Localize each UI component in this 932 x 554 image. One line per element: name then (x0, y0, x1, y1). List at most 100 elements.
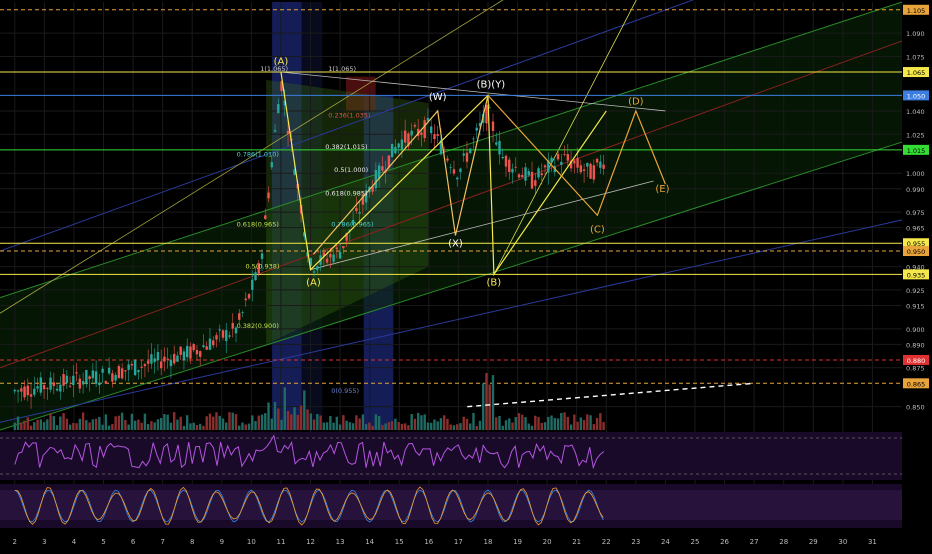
price-marker-tag (903, 238, 929, 249)
time-tick-label: 9 (220, 538, 224, 546)
price-tick-label: 0.940 (906, 264, 925, 272)
volume-bar (267, 402, 270, 430)
candle-body (46, 388, 49, 389)
volume-bar (303, 390, 306, 430)
volume-bar (449, 424, 452, 430)
time-tick-label: 2 (13, 538, 17, 546)
volume-bar (377, 416, 381, 430)
volume-bar (20, 422, 23, 430)
volume-bar (329, 416, 332, 430)
time-tick-label: 28 (779, 538, 788, 546)
fib-label: 1(1.065) (328, 65, 356, 73)
candle-body (228, 335, 231, 337)
candle-body (166, 358, 169, 360)
volume-bar (192, 422, 195, 430)
candle-body (179, 346, 182, 355)
candle-body (550, 157, 553, 163)
candle-body (104, 381, 108, 384)
volume-bar (579, 417, 583, 430)
candle-body (309, 258, 313, 266)
candle-body (293, 169, 296, 175)
time-tick-label: 21 (572, 538, 581, 546)
volume-bar (29, 425, 33, 430)
candle-body (137, 370, 140, 373)
candle-body (120, 368, 124, 379)
volume-bar (254, 421, 257, 430)
volume-bar (374, 414, 378, 430)
candle-body (361, 196, 365, 205)
volume-bar (556, 418, 560, 430)
time-tick-label: 22 (602, 538, 611, 546)
candle-body (446, 158, 449, 161)
time-tick-label: 4 (72, 538, 77, 546)
volume-bar (215, 412, 218, 430)
candle-body (215, 335, 218, 340)
time-tick-label: 6 (131, 538, 136, 546)
candle-body (114, 375, 117, 381)
candle-body (156, 352, 160, 361)
fib-label: 0(0.955) (331, 387, 359, 395)
volume-bar (436, 421, 439, 430)
volume-bar (316, 414, 319, 430)
volume-trend-dashed (467, 382, 755, 408)
price-tick-label: 1.040 (906, 108, 925, 116)
candle-body (488, 107, 491, 109)
price-marker-label: 1.015 (907, 147, 926, 155)
candle-body (325, 258, 329, 263)
volume-bar (319, 415, 322, 430)
volume-bar (325, 422, 329, 430)
candle-body (150, 354, 153, 364)
candle-body (465, 152, 469, 162)
wave-label: (B)(Y) (477, 80, 506, 91)
time-tick-label: 20 (543, 538, 552, 546)
volume-bar (576, 421, 579, 430)
time-tick-label: 14 (365, 538, 374, 546)
wave-label: (B) (487, 277, 502, 288)
fib-label: 0.382(1.015) (325, 143, 367, 151)
volume-bar (260, 414, 264, 430)
wave-label: (D) (628, 97, 644, 108)
time-tick-label: 8 (190, 538, 194, 546)
candle-body (221, 330, 225, 338)
candle-body (286, 130, 290, 134)
volume-bar (550, 415, 553, 430)
candle-body (169, 360, 173, 367)
volume-bar (508, 418, 511, 430)
volume-bar (33, 422, 36, 430)
volume-bar (293, 407, 296, 430)
volume-bar (602, 422, 605, 430)
candle-body (127, 364, 130, 370)
candle-body (117, 366, 121, 379)
candle-body (244, 298, 247, 301)
stoch-d-line (14, 486, 604, 526)
volume-bar (199, 423, 202, 430)
rsi-panel (0, 432, 902, 480)
time-tick-label: 30 (838, 538, 847, 546)
price-tick-label: 1.075 (906, 53, 925, 61)
candle-body (267, 192, 270, 199)
candle-body (569, 161, 573, 169)
candle-body (592, 165, 596, 180)
candle-body (107, 367, 111, 374)
volume-bar (498, 415, 501, 430)
volume-bar (16, 416, 20, 430)
fib-label: 0.5(0.938) (245, 263, 279, 271)
price-tick-label: 0.900 (906, 326, 925, 334)
candle-body (85, 370, 88, 383)
volume-bar (547, 416, 550, 430)
price-tick-label: 1.000 (906, 170, 925, 178)
volume-bar (159, 417, 163, 430)
price-marker-tag (903, 67, 929, 78)
breakout-line (493, 0, 637, 275)
volume-bar (582, 420, 586, 430)
time-tick-label: 29 (809, 538, 818, 546)
candle-body (508, 159, 511, 173)
candle-body (501, 156, 504, 159)
candle-body (251, 279, 254, 290)
volume-bar (527, 423, 530, 430)
volume-bar (358, 418, 361, 430)
candle-body (29, 394, 33, 397)
volume-bar (586, 414, 589, 430)
